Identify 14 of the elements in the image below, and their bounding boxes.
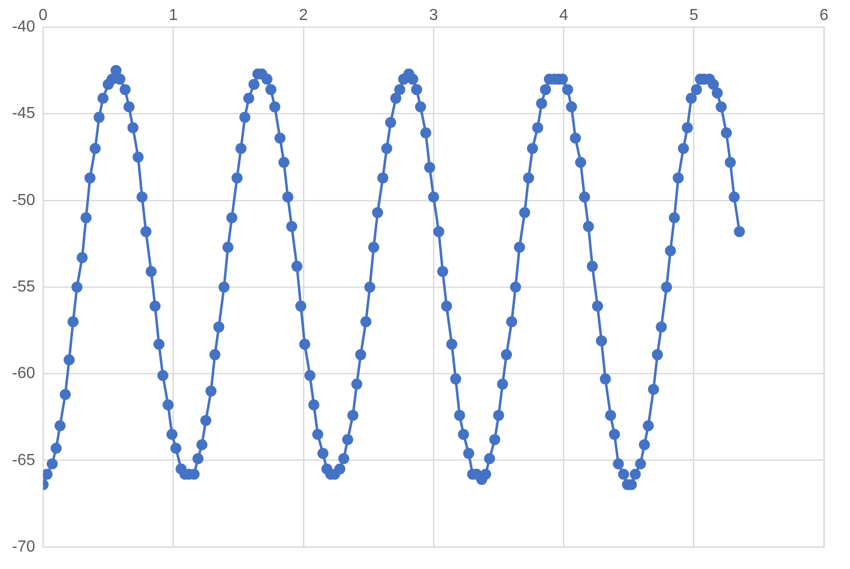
y-tick-label: -60 <box>12 365 36 382</box>
y-tick-label: -55 <box>12 278 36 296</box>
x-tick-label: 2 <box>298 7 308 24</box>
x-tick-label: 5 <box>689 7 698 24</box>
y-tick-label: -70 <box>12 538 36 556</box>
x-tick-label: 1 <box>168 7 178 24</box>
x-tick-label: 3 <box>429 7 438 24</box>
y-tick-label: -50 <box>12 192 36 209</box>
x-tick-label: 0 <box>38 7 48 24</box>
x-tick-label: 4 <box>559 7 568 24</box>
y-tick-label: -65 <box>12 452 36 469</box>
x-tick-label: 6 <box>820 7 829 24</box>
y-tick-label: -45 <box>12 105 36 122</box>
y-tick-label: -40 <box>12 18 36 36</box>
